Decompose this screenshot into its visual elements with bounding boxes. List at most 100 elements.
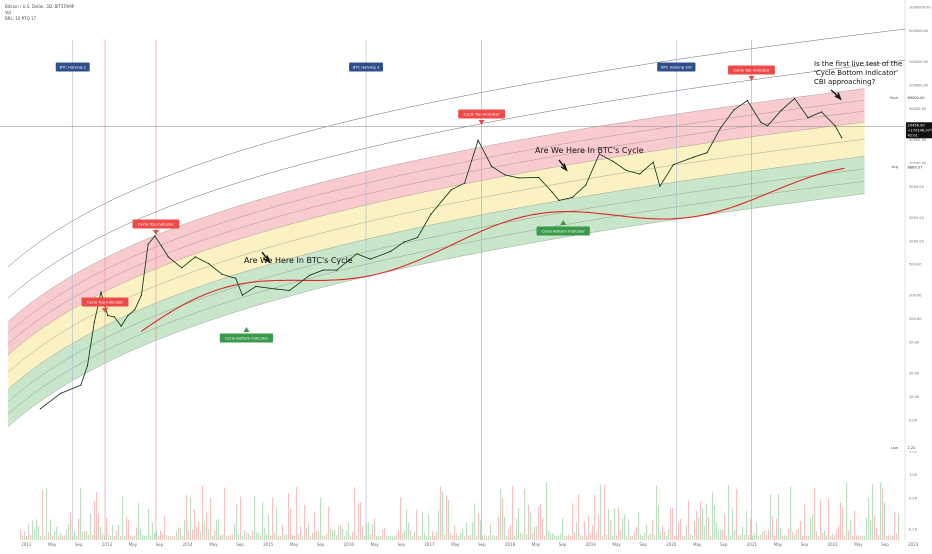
volume-bar [148, 509, 149, 540]
volume-bar [386, 536, 387, 540]
volume-bar [604, 485, 605, 540]
volume-bar [502, 498, 503, 540]
x-tick-label: Sep [801, 542, 809, 547]
volume-bar [448, 500, 449, 540]
volume-bar [208, 529, 209, 540]
volume-bar [866, 517, 867, 540]
x-tick-label: Sep [720, 542, 728, 547]
tag-cti-2013-text: Cycle Top Indicator [138, 221, 174, 226]
volume-bar [870, 520, 871, 540]
x-tick-label: Sep [478, 542, 486, 547]
volume-bar [506, 536, 507, 540]
volume-bar [462, 528, 463, 540]
volume-bar [408, 523, 409, 540]
volume-bar [480, 521, 481, 540]
volume-bar [776, 519, 777, 540]
volume-bar [848, 531, 849, 540]
volume-bar [644, 533, 645, 540]
volume-bar [736, 489, 737, 540]
volume-bar [636, 527, 637, 540]
volume-bar [276, 508, 277, 540]
volume-bar [500, 489, 501, 540]
volume-bar [452, 536, 453, 540]
price-point [612, 161, 613, 162]
volume-bar [602, 536, 603, 540]
volume-bar [864, 536, 865, 540]
volume-bar [124, 536, 125, 540]
annotation-here-2: Are We Here In BTC's Cycle [535, 146, 644, 155]
volume-bar [720, 530, 721, 540]
tag-halving-3rd-text: BTC Halving 3rd [661, 64, 692, 69]
volume-bar [366, 523, 367, 540]
volume-bar [782, 536, 783, 540]
volume-bar [600, 484, 601, 540]
volume-bar [326, 534, 327, 540]
volume-bar [244, 530, 245, 540]
volume-bar [560, 534, 561, 540]
volume-bar [464, 536, 465, 540]
volume-bar [400, 497, 401, 540]
volume-bar [378, 536, 379, 540]
volume-bar [882, 489, 883, 540]
volume-bar [72, 536, 73, 540]
volume-bar [632, 536, 633, 540]
x-tick-label: 2016 [344, 542, 355, 547]
price-point [208, 263, 209, 264]
volume-bar [816, 532, 817, 540]
volume-bar [584, 522, 585, 540]
volume-bar [272, 498, 273, 540]
volume-bar [64, 535, 65, 540]
volume-bar [756, 523, 757, 540]
volume-bar [414, 532, 415, 540]
y-tick-label: 1000.00 [909, 239, 925, 243]
volume-bar [610, 520, 611, 540]
volume-bar [678, 522, 679, 540]
volume-bar [232, 534, 233, 540]
price-point [767, 125, 768, 126]
price-point [148, 244, 149, 245]
volume-bar [586, 536, 587, 540]
volume-bar [810, 518, 811, 540]
volume-bar [264, 527, 265, 540]
volume-bar [686, 525, 687, 540]
price-point [336, 270, 337, 271]
volume-bar [234, 524, 235, 540]
volume-bar [262, 502, 263, 540]
volume-bar [566, 536, 567, 540]
volume-bar [598, 515, 599, 540]
volume-bar [186, 495, 187, 540]
volume-bar [440, 486, 441, 540]
volume-bar [214, 530, 215, 540]
volume-bar [254, 496, 255, 540]
high-tag-label: High [890, 96, 898, 100]
volume-bar [590, 534, 591, 540]
volume-bar [514, 535, 515, 540]
y-tick-label: 1.00 [909, 473, 918, 477]
volume-bar [548, 530, 549, 540]
volume-bar [58, 536, 59, 540]
volume-bar [24, 531, 25, 540]
volume-bar [98, 513, 99, 540]
volume-bar [874, 515, 875, 540]
volume-bar [176, 531, 177, 540]
volume-bar [652, 520, 653, 540]
volume-bar [538, 507, 539, 540]
volume-bar [142, 535, 143, 540]
volume-bar [668, 529, 669, 540]
volume-bar [384, 528, 385, 540]
price-point [673, 164, 674, 165]
volume-bar [162, 534, 163, 540]
volume-bar [704, 526, 705, 540]
y-tick-label: 200000.00 [909, 60, 929, 64]
volume-bar [732, 509, 733, 540]
volume-bar [800, 521, 801, 540]
x-tick-label: Sep [398, 542, 406, 547]
volume-bar [676, 535, 677, 540]
price-point [417, 237, 418, 238]
volume-bar [826, 535, 827, 540]
x-tick-label: Sep [75, 542, 83, 547]
volume-bar [294, 536, 295, 540]
y-tick-label: 1000000.00 [909, 6, 931, 10]
